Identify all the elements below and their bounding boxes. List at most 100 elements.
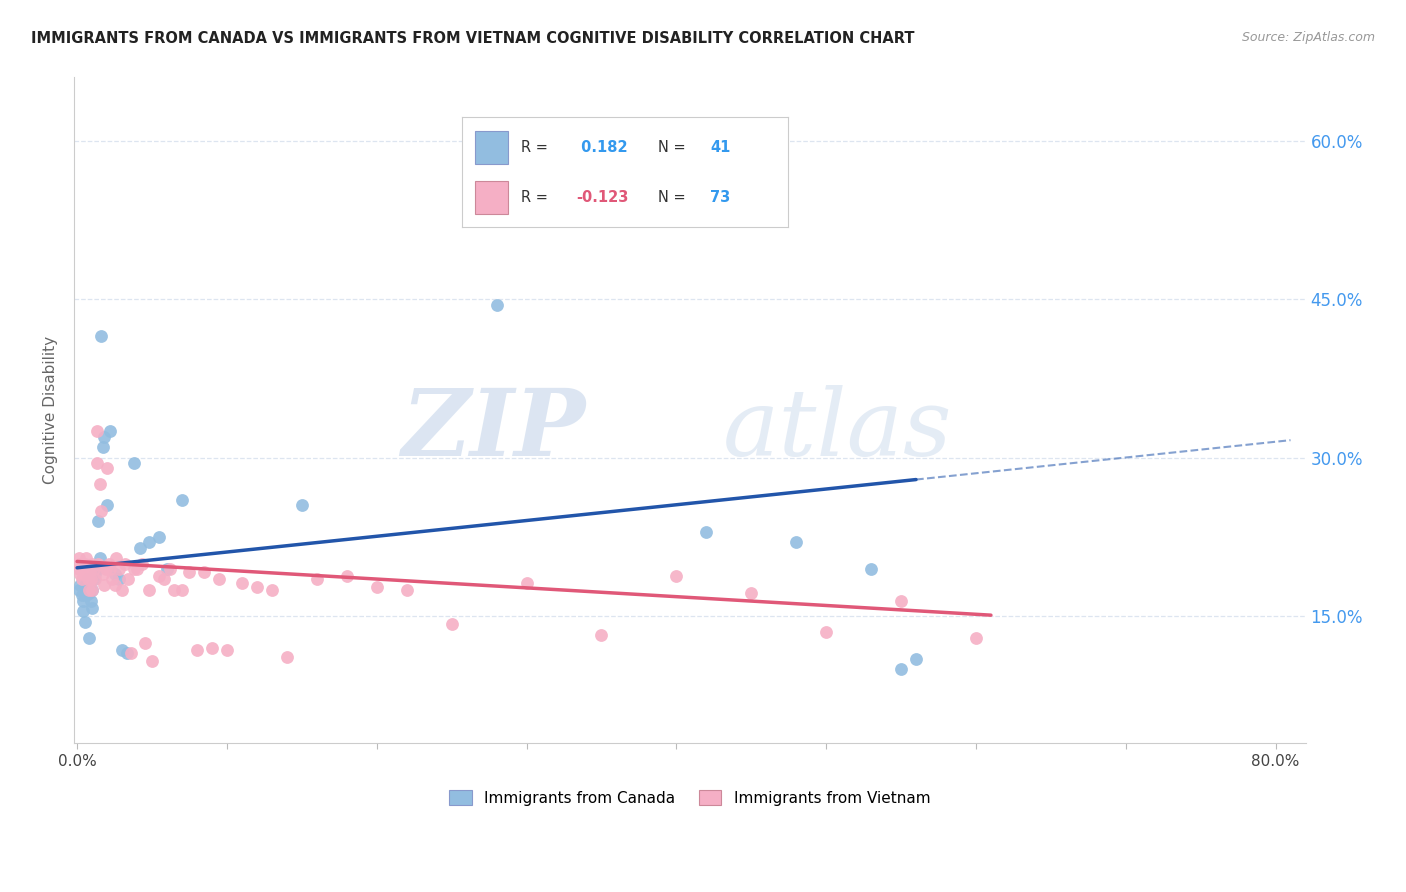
Point xyxy=(91,440,114,454)
Point xyxy=(170,493,193,508)
Point xyxy=(785,535,807,549)
Point xyxy=(260,582,283,597)
Point xyxy=(305,573,328,587)
Point xyxy=(108,562,131,576)
Point xyxy=(87,557,110,571)
Point xyxy=(111,582,134,597)
Point xyxy=(163,582,186,597)
Point xyxy=(246,580,269,594)
Point xyxy=(440,616,463,631)
Point xyxy=(96,499,118,513)
Point xyxy=(485,298,508,312)
Point xyxy=(159,562,181,576)
Point xyxy=(72,562,94,576)
Point xyxy=(97,557,120,571)
Point xyxy=(138,535,160,549)
Point xyxy=(86,456,108,470)
Point xyxy=(231,575,253,590)
Point xyxy=(815,625,838,640)
Point xyxy=(83,562,105,576)
Point xyxy=(105,551,128,566)
Point xyxy=(75,551,97,566)
Point xyxy=(170,582,193,597)
Point xyxy=(67,551,90,566)
Point xyxy=(201,641,224,656)
Point xyxy=(90,329,112,343)
Point xyxy=(129,541,152,555)
Point xyxy=(77,562,100,576)
Point xyxy=(83,573,105,587)
Point xyxy=(69,577,91,591)
Point xyxy=(90,504,112,518)
Point xyxy=(69,567,91,582)
Point xyxy=(86,562,108,576)
Point xyxy=(84,567,107,582)
Point xyxy=(153,573,176,587)
Point xyxy=(100,573,122,587)
Point xyxy=(179,565,201,579)
Point xyxy=(122,562,145,576)
Point xyxy=(80,582,103,597)
Point xyxy=(148,569,170,583)
Point xyxy=(141,654,163,668)
Point xyxy=(591,628,613,642)
Point xyxy=(208,573,231,587)
Point xyxy=(215,643,238,657)
Point xyxy=(695,524,717,539)
Point xyxy=(122,456,145,470)
Text: IMMIGRANTS FROM CANADA VS IMMIGRANTS FROM VIETNAM COGNITIVE DISABILITY CORRELATI: IMMIGRANTS FROM CANADA VS IMMIGRANTS FRO… xyxy=(31,31,914,46)
Y-axis label: Cognitive Disability: Cognitive Disability xyxy=(44,336,58,484)
Point xyxy=(73,615,96,629)
Point xyxy=(860,562,883,576)
Point xyxy=(73,557,96,571)
Point xyxy=(965,631,987,645)
Point xyxy=(70,562,93,576)
Point xyxy=(77,582,100,597)
Point xyxy=(108,573,131,587)
Point xyxy=(134,636,156,650)
Text: atlas: atlas xyxy=(723,385,952,475)
Point xyxy=(98,425,121,439)
Point xyxy=(103,567,125,582)
Point xyxy=(395,582,418,597)
Point xyxy=(366,580,388,594)
Point xyxy=(890,593,912,607)
Point xyxy=(80,601,103,615)
Point xyxy=(186,643,208,657)
Point xyxy=(665,569,688,583)
Point xyxy=(111,643,134,657)
Point xyxy=(115,646,138,660)
Point xyxy=(291,499,314,513)
Point xyxy=(117,573,139,587)
Point xyxy=(67,562,90,576)
Legend: Immigrants from Canada, Immigrants from Vietnam: Immigrants from Canada, Immigrants from … xyxy=(443,784,936,812)
Point xyxy=(77,586,100,600)
Point xyxy=(103,577,125,591)
Point xyxy=(193,565,215,579)
Point xyxy=(79,593,101,607)
Point xyxy=(75,577,97,591)
Point xyxy=(156,562,179,576)
Point xyxy=(76,573,98,587)
Point xyxy=(336,569,359,583)
Point xyxy=(138,582,160,597)
Text: Source: ZipAtlas.com: Source: ZipAtlas.com xyxy=(1241,31,1375,45)
Point xyxy=(276,649,298,664)
Point xyxy=(515,575,537,590)
Point xyxy=(72,604,94,618)
Point xyxy=(70,588,93,602)
Point xyxy=(79,562,101,576)
Point xyxy=(89,551,111,566)
Point xyxy=(91,567,114,582)
Point xyxy=(86,425,108,439)
Point xyxy=(69,557,91,571)
Point xyxy=(94,562,117,576)
Point xyxy=(76,562,98,576)
Point xyxy=(120,646,142,660)
Point xyxy=(87,514,110,528)
Point xyxy=(67,582,90,597)
Point xyxy=(89,477,111,491)
Point xyxy=(72,593,94,607)
Point xyxy=(70,573,93,587)
Point xyxy=(905,651,928,665)
